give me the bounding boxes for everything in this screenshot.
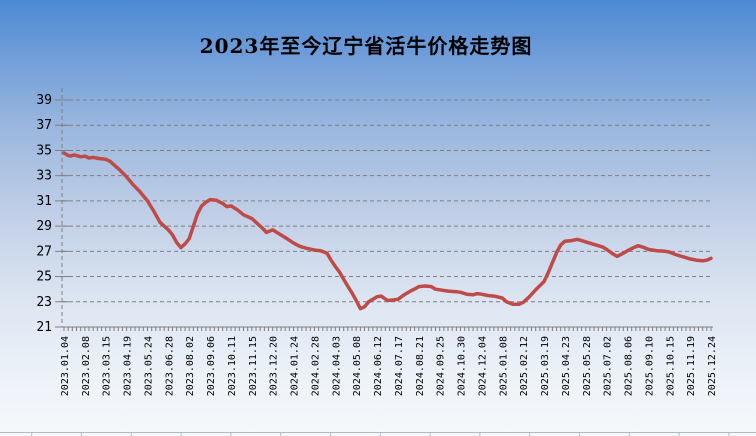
- y-axis-label: 33: [36, 169, 52, 184]
- x-axis-label: 2025.04.23: [561, 336, 572, 396]
- x-axis-label: 2023.11.15: [248, 336, 259, 396]
- y-axis-label: 27: [36, 244, 52, 259]
- x-axis-label: 2024.10.30: [457, 336, 468, 396]
- chart-title: 2023年至今辽宁省活牛价格走势图: [199, 34, 533, 58]
- y-axis-label: 23: [36, 295, 52, 310]
- y-axis-label: 39: [36, 93, 52, 108]
- x-axis-label: 2024.09.25: [436, 336, 447, 396]
- x-axis-label: 2023.01.04: [60, 336, 71, 396]
- y-axis-label: 25: [36, 270, 52, 285]
- x-axis-label: 2023.10.11: [227, 336, 238, 396]
- x-axis-label: 2023.09.06: [206, 336, 217, 396]
- x-axis-label: 2023.02.08: [81, 336, 92, 396]
- x-axis-label: 2024.12.04: [477, 336, 488, 396]
- x-axis-label: 2024.06.12: [373, 336, 384, 396]
- y-axis-label: 35: [36, 143, 52, 158]
- x-axis-label: 2025.09.10: [644, 336, 655, 396]
- x-axis-label: 2025.02.12: [519, 336, 530, 396]
- x-axis-label: 2024.08.21: [415, 336, 426, 396]
- x-axis-label: 2025.10.15: [665, 336, 676, 396]
- x-axis-label: 2023.05.24: [143, 336, 154, 396]
- price-series-line: [62, 151, 713, 311]
- x-axis-label: 2024.07.17: [394, 336, 405, 396]
- x-axis-label: 2024.05.08: [352, 336, 363, 396]
- x-axis-label: 2025.07.02: [603, 336, 614, 396]
- x-axis-label: 2024.02.28: [310, 336, 321, 396]
- x-axis-label: 2025.11.19: [686, 336, 697, 396]
- x-axis-label: 2023.08.02: [185, 336, 196, 396]
- y-axis-label: 29: [36, 219, 52, 234]
- y-axis-ticks: [55, 99, 69, 328]
- x-axis-label: 2023.12.20: [269, 336, 280, 396]
- x-axis-label: 2025.05.28: [582, 336, 593, 396]
- x-axis-label: 2023.03.15: [102, 336, 113, 396]
- x-axis-label: 2023.06.28: [164, 336, 175, 396]
- x-axis-label: 2025.08.06: [624, 336, 635, 396]
- x-axis-label: 2025.03.19: [540, 336, 551, 396]
- x-axis-label: 2025.01.08: [498, 336, 509, 396]
- series: [62, 151, 713, 311]
- y-gridlines: [62, 99, 713, 303]
- spreadsheet-grid-edge: [0, 432, 756, 436]
- axes: [56, 88, 713, 328]
- y-axis-labels: 39 37 35 33 31 29 27 25 23 21: [36, 93, 52, 335]
- x-axis-label: 2023.04.19: [123, 336, 134, 396]
- x-axis-week-ticks: [63, 327, 712, 331]
- x-axis-label: 2025.12.24: [707, 336, 718, 396]
- y-axis-label: 31: [36, 194, 52, 209]
- y-axis-label: 37: [36, 118, 52, 133]
- x-axis-labels: 2023.01.04 2023.02.08 2023.03.15 2023.04.19…: [60, 336, 718, 396]
- x-axis-label: 2024.04.03: [331, 336, 342, 396]
- x-axis-label: 2024.01.24: [290, 336, 301, 396]
- y-axis-label: 21: [36, 320, 52, 335]
